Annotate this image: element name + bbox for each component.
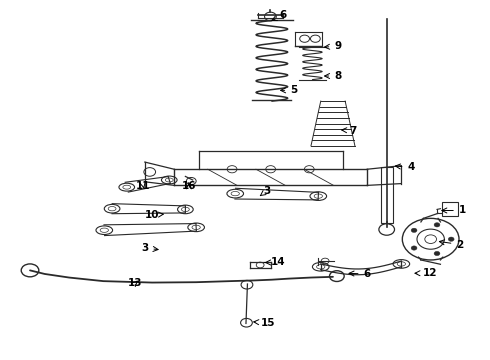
Text: 13: 13 bbox=[128, 278, 142, 288]
Text: 6: 6 bbox=[272, 10, 287, 21]
FancyBboxPatch shape bbox=[442, 202, 458, 216]
Circle shape bbox=[411, 228, 417, 233]
Text: 2: 2 bbox=[440, 239, 464, 249]
Text: 6: 6 bbox=[349, 269, 371, 279]
FancyBboxPatch shape bbox=[381, 167, 392, 223]
Text: 12: 12 bbox=[415, 268, 437, 278]
Text: 16: 16 bbox=[182, 181, 196, 191]
Circle shape bbox=[434, 223, 440, 227]
Circle shape bbox=[448, 237, 454, 241]
Text: 5: 5 bbox=[281, 85, 297, 95]
Text: 4: 4 bbox=[395, 162, 415, 172]
Text: 10: 10 bbox=[145, 210, 163, 220]
Text: 7: 7 bbox=[342, 126, 356, 135]
Text: 14: 14 bbox=[265, 257, 286, 267]
Circle shape bbox=[434, 251, 440, 256]
Text: 11: 11 bbox=[136, 181, 150, 191]
Text: 3: 3 bbox=[260, 186, 270, 196]
Text: 15: 15 bbox=[254, 318, 276, 328]
Text: 3: 3 bbox=[141, 243, 158, 253]
Text: 1: 1 bbox=[442, 206, 466, 216]
Text: 8: 8 bbox=[324, 71, 342, 81]
Text: 9: 9 bbox=[324, 41, 342, 51]
Circle shape bbox=[411, 246, 417, 250]
